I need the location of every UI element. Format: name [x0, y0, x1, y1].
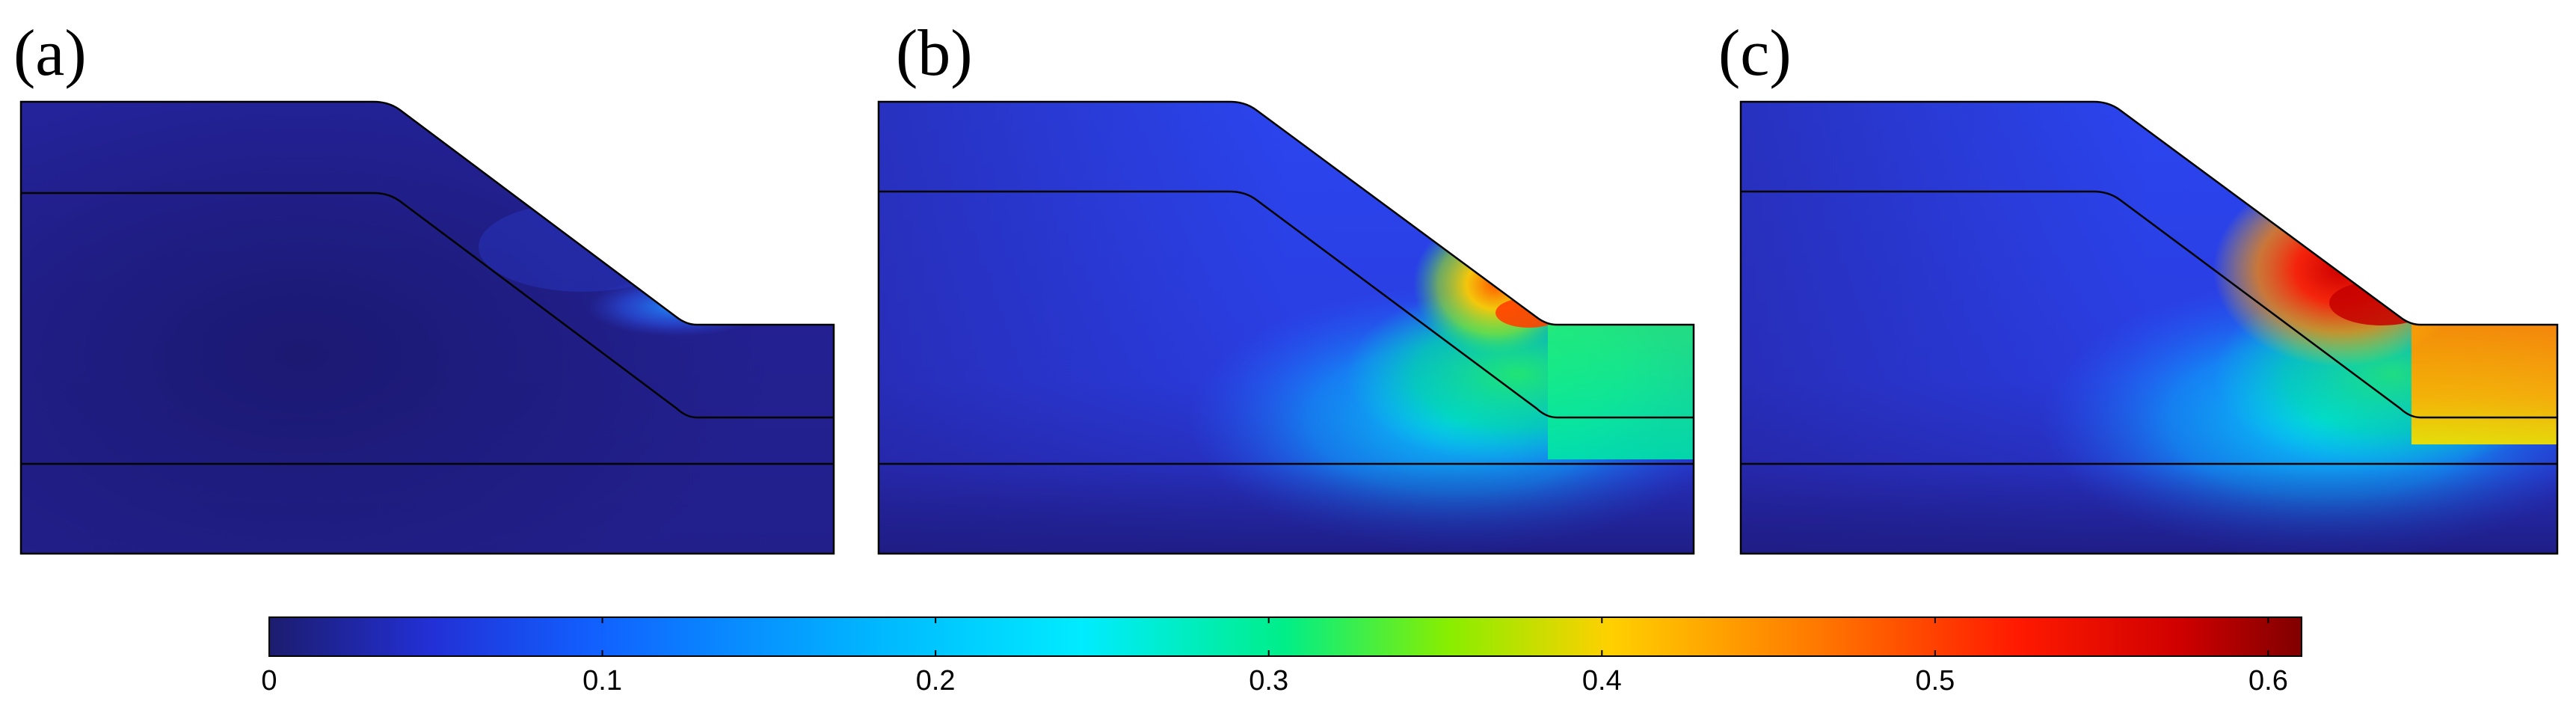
colorbar-gradient: [268, 616, 2302, 657]
colorbar-tick-label: 0.4: [1582, 665, 1622, 697]
contour-field-b: [879, 102, 1694, 554]
slope-panel-a: [19, 100, 835, 555]
colorbar-tick-label: 0.3: [1249, 665, 1288, 697]
colorbar-tick-label: 0: [261, 665, 277, 697]
colorbar-ticks: 0 0.1 0.2 0.3 0.4 0.5 0.6: [261, 617, 2288, 697]
panel-label-c: (c): [1718, 17, 1792, 90]
layer-boundary-upper-c: [1741, 190, 2557, 419]
contour-field-a: [21, 102, 834, 554]
slope-panel-c: [1739, 100, 2559, 555]
layer-boundary-upper-b: [879, 190, 1694, 419]
colorbar-tick-label: 0.5: [1915, 665, 1955, 697]
slope-outline-a: [19, 100, 835, 555]
slope-outline-b: [877, 100, 1695, 555]
colorbar-tick-label: 0.6: [2248, 665, 2288, 697]
slope-panel-b: [877, 100, 1695, 555]
panel-label-b: (b): [896, 17, 973, 90]
contour-field-c: [1741, 102, 2557, 554]
slope-outline-c: [1739, 100, 2559, 555]
panel-label-a: (a): [13, 17, 87, 90]
colorbar-tick-label: 0.1: [582, 665, 622, 697]
colorbar: 0 0.1 0.2 0.3 0.4 0.5 0.6: [261, 616, 2302, 697]
colorbar-tick-label: 0.2: [916, 665, 956, 697]
layer-boundary-upper-a: [21, 192, 834, 419]
